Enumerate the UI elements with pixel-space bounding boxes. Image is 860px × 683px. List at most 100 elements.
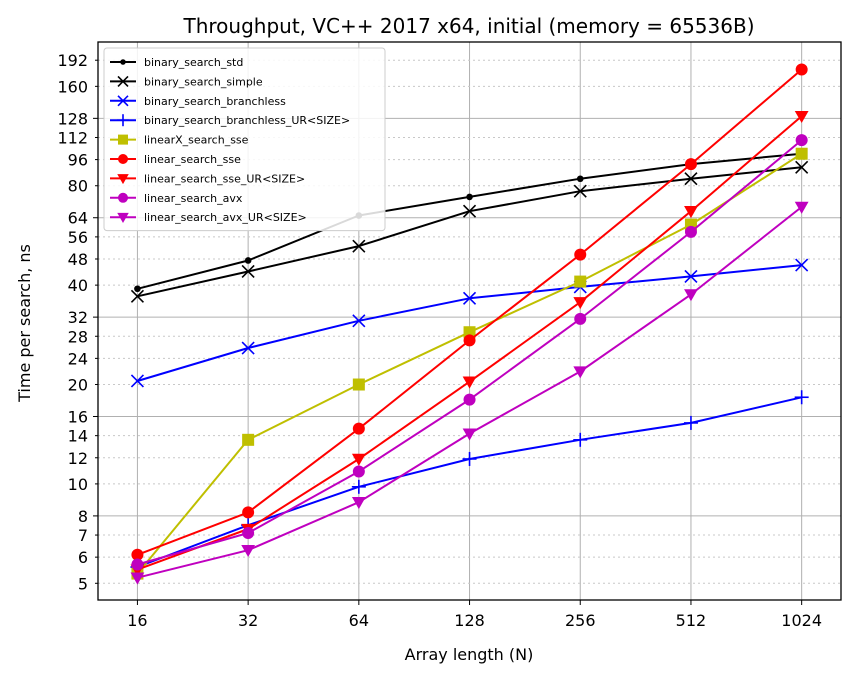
marker-x-stroke xyxy=(795,258,809,272)
marker-plus xyxy=(683,415,698,430)
marker-plus xyxy=(351,479,366,494)
series-8 xyxy=(131,134,808,571)
marker-triangle xyxy=(794,110,809,124)
marker-triangle xyxy=(573,366,588,379)
legend-entry: binary_search_branchless_UR<SIZE> xyxy=(110,114,350,127)
marker-x xyxy=(117,75,129,87)
chart-title: Throughput, VC++ 2017 x64, initial (memo… xyxy=(182,14,754,38)
marker-triangle xyxy=(573,297,588,310)
marker-circle xyxy=(795,63,808,76)
marker-x xyxy=(130,374,144,388)
legend-entry: binary_search_simple xyxy=(110,75,263,88)
y-tick-label: 32 xyxy=(68,308,88,327)
marker-x xyxy=(241,264,255,279)
marker-x xyxy=(241,341,255,355)
marker-circle xyxy=(242,527,255,540)
legend-entry: binary_search_std xyxy=(110,56,243,69)
y-tick-label: 160 xyxy=(57,77,88,96)
marker-plus xyxy=(117,114,129,127)
legend-frame xyxy=(103,47,386,232)
marker-triangle xyxy=(462,376,477,389)
marker-x xyxy=(795,258,809,272)
legend-entry: linear_search_sse xyxy=(110,153,241,166)
marker-triangle xyxy=(684,289,698,302)
marker-x-stroke xyxy=(462,204,477,218)
marker-circle xyxy=(795,134,808,147)
marker-triangle xyxy=(794,201,809,214)
marker-triangle xyxy=(241,544,256,558)
marker-triangle xyxy=(117,174,129,185)
y-tick-label: 10 xyxy=(68,475,88,494)
marker-x xyxy=(352,314,366,328)
marker-circle xyxy=(118,154,128,164)
marker-plus xyxy=(462,451,477,466)
legend-label: binary_search_simple xyxy=(144,75,263,88)
y-tick-label: 5 xyxy=(78,574,88,593)
marker-x xyxy=(462,204,477,218)
series-9 xyxy=(130,201,809,585)
y-tick-label: 20 xyxy=(68,376,88,395)
y-tick-label: 128 xyxy=(57,109,88,128)
marker-x-stroke xyxy=(462,291,477,305)
y-tick-label: 40 xyxy=(68,276,88,295)
marker-x-stroke xyxy=(117,75,129,87)
marker-x xyxy=(684,172,698,186)
marker-triangle xyxy=(462,428,477,441)
legend-label: binary_search_std xyxy=(144,56,243,69)
marker-circle xyxy=(574,248,587,261)
legend-label: binary_search_branchless_UR<SIZE> xyxy=(144,114,350,127)
y-tick-label: 80 xyxy=(68,177,88,196)
marker-x xyxy=(795,160,809,174)
legend-entry: linear_search_sse_UR<SIZE> xyxy=(110,172,305,185)
marker-x-stroke xyxy=(352,239,366,253)
marker-circle xyxy=(463,334,476,347)
marker-x-stroke xyxy=(352,314,366,328)
x-tick-label: 512 xyxy=(676,611,707,630)
marker-x xyxy=(573,184,587,198)
marker-circle xyxy=(574,312,587,325)
y-tick-label: 112 xyxy=(57,128,88,147)
marker-x-stroke xyxy=(130,289,144,303)
marker-circle xyxy=(131,548,144,561)
marker-triangle xyxy=(130,572,145,585)
marker-x-stroke xyxy=(130,374,144,388)
x-tick-label: 256 xyxy=(565,611,596,630)
marker-square xyxy=(352,378,365,391)
marker-triangle xyxy=(351,453,366,466)
legend-entry: linear_search_avx xyxy=(110,192,243,205)
x-tick-label: 128 xyxy=(454,611,485,630)
marker-x xyxy=(352,239,366,253)
series-2 xyxy=(130,160,809,303)
legend-label: linearX_search_sse xyxy=(144,134,249,147)
y-tick-label: 56 xyxy=(68,228,88,247)
legend: binary_search_std binary_search_simplebin… xyxy=(103,47,386,232)
legend-label: linear_search_avx xyxy=(144,192,243,205)
marker-circle xyxy=(242,506,255,519)
x-tick-label: 1024 xyxy=(781,611,822,630)
y-tick-label: 64 xyxy=(68,209,88,228)
marker-circle xyxy=(131,558,144,571)
y-tick-label: 8 xyxy=(78,507,88,526)
y-tick-label: 16 xyxy=(68,408,88,427)
marker-dot xyxy=(134,285,141,293)
x-tick-label: 64 xyxy=(349,611,369,630)
x-tick-label: 32 xyxy=(238,611,258,630)
marker-circle xyxy=(684,158,697,171)
marker-triangle xyxy=(351,497,366,510)
legend-entry: binary_search_branchless xyxy=(110,95,286,108)
marker-x-stroke xyxy=(241,264,255,279)
marker-plus xyxy=(573,432,588,447)
y-tick-label: 24 xyxy=(68,349,88,368)
ticks: 16 32 64 128 256 512 1024567810121416202428324… xyxy=(57,51,822,630)
marker-circle xyxy=(118,192,128,203)
marker-square xyxy=(574,275,587,288)
marker-x xyxy=(462,291,477,305)
marker-plus xyxy=(794,390,809,405)
legend-entry: linearX_search_sse xyxy=(110,134,249,147)
legend-label: linear_search_sse xyxy=(144,153,241,166)
marker-circle xyxy=(684,225,697,238)
legend-label: binary_search_branchless xyxy=(144,95,286,108)
marker-x-stroke xyxy=(795,160,809,174)
